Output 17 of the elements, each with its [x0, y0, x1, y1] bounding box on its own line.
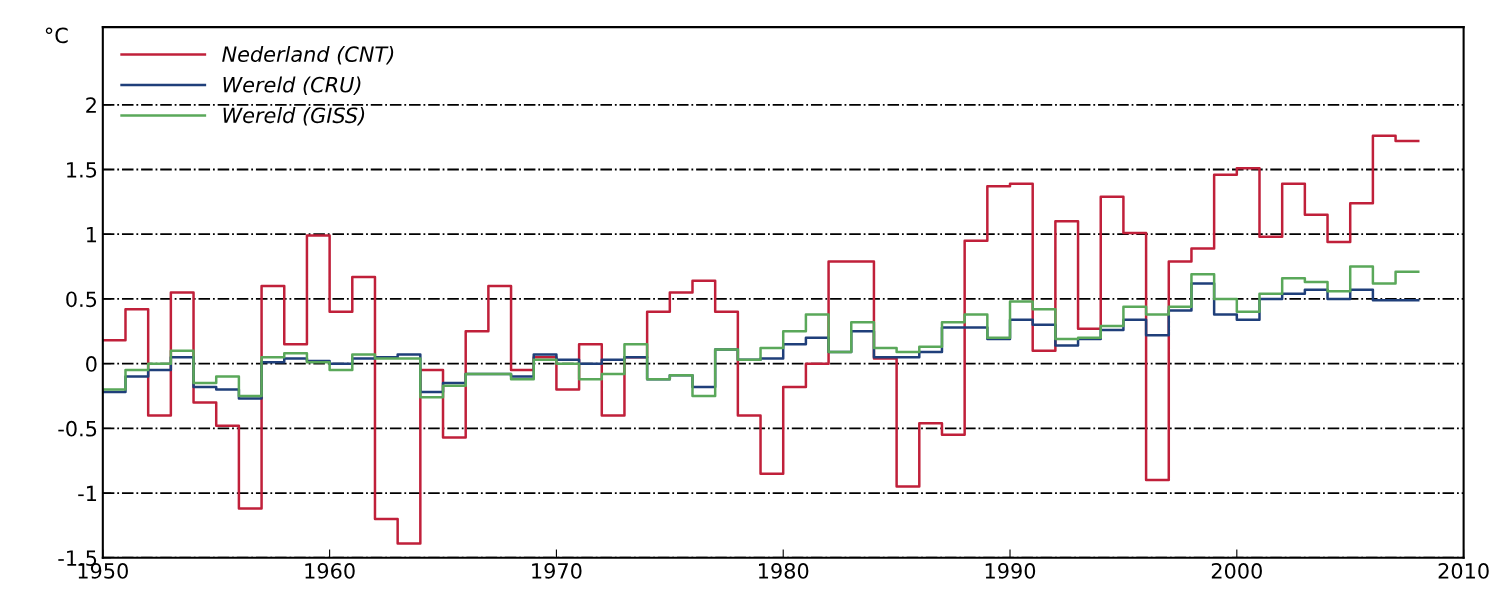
- y-tick-label: 0: [86, 356, 97, 372]
- legend-label: Wereld (CRU): [223, 76, 361, 96]
- y-tick-label: 1: [86, 226, 97, 243]
- x-tick-label: 2010: [1438, 563, 1489, 579]
- legend-label: Nederland (CNT): [222, 45, 394, 65]
- legend-label: Wereld (GISS): [223, 107, 365, 126]
- x-tick-label: 1980: [758, 563, 809, 579]
- x-tick-label: 1970: [532, 563, 582, 579]
- y-tick-label: 1.5: [67, 162, 97, 178]
- x-tick-label: 1960: [305, 563, 355, 579]
- y-tick-label: -0.5: [58, 420, 97, 437]
- x-tick-label: 2000: [1211, 563, 1262, 579]
- y-tick-label: 2: [86, 97, 96, 113]
- x-tick-label: 1990: [985, 563, 1036, 579]
- y-tick-label: 0.5: [66, 291, 97, 308]
- y-tick-label: -1: [78, 485, 97, 501]
- y-axis-title: °C: [45, 27, 68, 44]
